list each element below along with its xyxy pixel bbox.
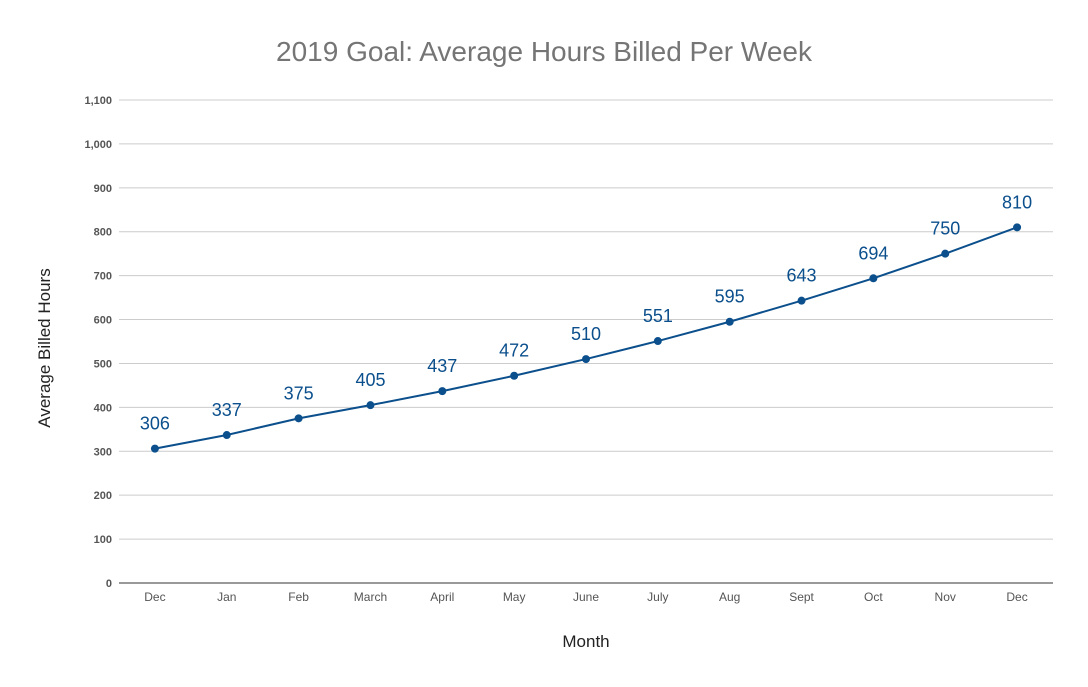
gridlines bbox=[119, 99, 1053, 540]
data-point bbox=[869, 274, 878, 283]
data-label: 510 bbox=[571, 324, 601, 344]
data-point bbox=[797, 296, 806, 305]
x-tick-label: April bbox=[430, 590, 454, 604]
y-axis-title: Average Billed Hours bbox=[35, 268, 54, 427]
x-axis-title: Month bbox=[562, 632, 609, 651]
data-label: 595 bbox=[715, 287, 745, 307]
data-point bbox=[582, 355, 590, 364]
x-tick-label: June bbox=[573, 590, 599, 604]
y-axis-tick-labels: 0 100 200 300 400 500 600 700 800 900 1,000 1,100 bbox=[84, 95, 112, 590]
data-label: 750 bbox=[930, 219, 960, 239]
x-tick-label: Feb bbox=[288, 590, 309, 604]
x-tick-label: March bbox=[354, 590, 387, 604]
data-label: 694 bbox=[858, 243, 888, 263]
x-tick-label: Dec bbox=[1006, 590, 1027, 604]
x-axis-tick-labels: Dec Jan Feb March April May June July Aug Sept Oct… bbox=[144, 590, 1027, 604]
y-tick-label: 800 bbox=[94, 227, 112, 239]
y-tick-label: 300 bbox=[94, 446, 112, 458]
x-tick-label: Nov bbox=[935, 590, 956, 604]
data-point bbox=[725, 317, 734, 326]
x-tick-label: May bbox=[503, 590, 526, 604]
x-tick-label: July bbox=[647, 590, 668, 604]
data-point bbox=[510, 371, 519, 380]
data-point bbox=[150, 444, 159, 453]
y-tick-label: 1,000 bbox=[84, 139, 112, 151]
y-tick-label: 200 bbox=[94, 490, 112, 502]
data-label: 337 bbox=[212, 400, 242, 420]
data-label: 551 bbox=[643, 306, 673, 326]
data-label: 643 bbox=[787, 266, 817, 286]
series: 306 337 375 405 437 472 510 551 595 643 694 750 810 bbox=[140, 192, 1032, 453]
y-tick-label: 400 bbox=[94, 402, 112, 414]
x-tick-label: Oct bbox=[864, 590, 883, 604]
data-point bbox=[1013, 223, 1022, 232]
data-point bbox=[438, 387, 447, 396]
data-point bbox=[941, 249, 950, 258]
x-tick-label: Aug bbox=[719, 590, 740, 604]
data-label: 405 bbox=[355, 370, 385, 390]
y-tick-label: 600 bbox=[94, 315, 112, 327]
data-label: 472 bbox=[499, 341, 529, 361]
data-label: 306 bbox=[140, 414, 170, 434]
y-tick-label: 0 bbox=[106, 578, 112, 590]
y-tick-label: 700 bbox=[94, 271, 112, 283]
x-tick-label: Jan bbox=[217, 590, 236, 604]
y-tick-label: 1,100 bbox=[84, 95, 112, 107]
chart-title: 2019 Goal: Average Hours Billed Per Week bbox=[276, 36, 813, 67]
y-tick-label: 900 bbox=[94, 183, 112, 195]
data-label: 810 bbox=[1002, 192, 1032, 212]
data-point bbox=[294, 414, 303, 423]
x-tick-label: Dec bbox=[144, 590, 165, 604]
y-tick-label: 500 bbox=[94, 358, 112, 370]
data-label: 437 bbox=[427, 356, 457, 376]
y-tick-label: 100 bbox=[94, 534, 112, 546]
data-label: 375 bbox=[284, 383, 314, 403]
data-point bbox=[366, 401, 375, 410]
data-point bbox=[222, 431, 231, 440]
data-point bbox=[653, 337, 662, 346]
x-tick-label: Sept bbox=[789, 590, 814, 604]
